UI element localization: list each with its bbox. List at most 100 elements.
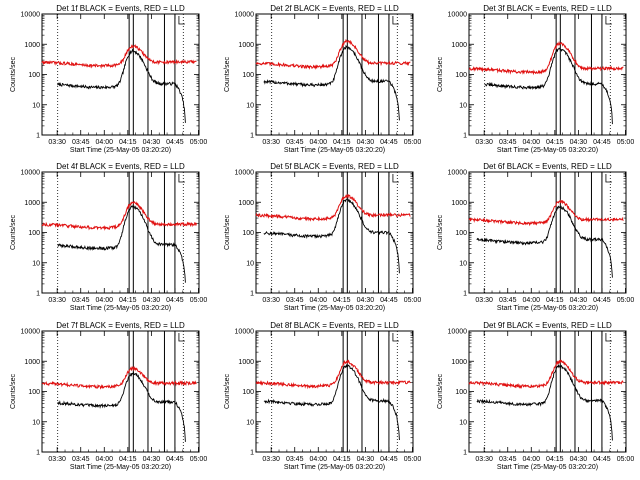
y-tick-label: 1 [463,133,467,140]
events-series-line [476,205,613,278]
y-axis-label: Counts/sec [437,214,444,250]
y-tick-label: 1000 [238,359,254,366]
lld-series-line [41,200,197,231]
x-axis-label: Start Time (25-May-05 03:20:20) [70,305,171,312]
flag-bracket [392,16,399,25]
y-axis-label: Counts/sec [437,56,444,92]
y-axis-label: Counts/sec [224,214,231,250]
events-series-line [263,198,400,274]
y-tick-label: 1000 [451,200,467,207]
x-tick-label: 04:45 [593,456,611,463]
y-tick-label: 1000 [238,200,254,207]
x-tick-label: 04:45 [380,297,398,304]
x-tick-label: 04:00 [96,456,114,463]
flag-bracket [605,16,612,25]
x-axis-label: Start Time (25-May-05 03:20:20) [284,147,385,154]
y-axis-label: Counts/sec [437,373,444,409]
y-tick-label: 100 [28,72,40,79]
y-tick-label: 10000 [235,170,255,177]
y-tick-label: 1 [463,450,467,457]
y-tick-label: 1000 [451,42,467,49]
x-tick-label: 04:45 [166,456,184,463]
x-tick-label: 03:45 [72,456,90,463]
lld-series-line [41,44,197,69]
lld-series-line [468,359,624,389]
y-tick-label: 10000 [21,329,41,336]
x-tick-label: 04:45 [593,139,611,146]
lld-series-line [255,38,411,70]
flag-bracket [605,333,612,342]
y-tick-label: 1 [36,133,40,140]
x-tick-label: 03:30 [475,139,493,146]
y-tick-label: 1 [250,291,254,298]
axes-frame [468,13,627,136]
panel-title: Det 3f BLACK = Events, RED = LLD [483,4,612,13]
y-tick-label: 100 [242,389,254,396]
x-tick-label: 05:00 [617,297,635,304]
panel-det-9: Det 9f BLACK = Events, RED = LLD 1 10 100 10… [437,321,634,471]
x-tick-label: 05:00 [404,297,422,304]
x-tick-label: 04:30 [570,297,588,304]
y-tick-label: 100 [28,230,40,237]
y-tick-label: 100 [455,389,467,396]
x-tick-label: 04:00 [310,297,328,304]
y-tick-label: 10 [459,419,467,426]
x-tick-label: 05:00 [190,139,208,146]
y-tick-label: 10000 [448,12,468,19]
events-series-line [484,47,613,125]
y-tick-label: 10 [246,102,254,109]
y-axis-label: Counts/sec [10,373,17,409]
x-tick-label: 03:45 [286,456,304,463]
y-tick-label: 100 [28,389,40,396]
x-tick-label: 03:45 [72,297,90,304]
x-axis-label: Start Time (25-May-05 03:20:20) [70,147,171,154]
y-tick-label: 100 [455,72,467,79]
x-tick-label: 04:30 [570,139,588,146]
panel-title: Det 9f BLACK = Events, RED = LLD [483,321,612,330]
x-tick-label: 03:30 [48,297,66,304]
x-tick-label: 03:45 [499,139,517,146]
x-axis-label: Start Time (25-May-05 03:20:20) [497,464,598,471]
x-tick-label: 04:45 [593,297,611,304]
x-tick-label: 03:30 [48,139,66,146]
x-tick-label: 04:30 [357,139,375,146]
axes-frame [468,330,627,453]
x-tick-label: 04:45 [166,139,184,146]
axes-frame [468,171,627,294]
x-axis-label: Start Time (25-May-05 03:20:20) [284,305,385,312]
x-tick-label: 04:15 [119,139,137,146]
y-tick-label: 100 [242,230,254,237]
x-tick-label: 04:15 [333,456,351,463]
x-tick-label: 04:30 [143,297,161,304]
x-tick-label: 05:00 [190,297,208,304]
y-tick-label: 10000 [21,170,41,177]
x-tick-label: 04:15 [546,456,564,463]
events-series-line [476,363,613,441]
y-tick-label: 10 [459,102,467,109]
lld-series-line [255,193,411,222]
y-tick-label: 10 [246,260,254,267]
x-tick-label: 03:45 [499,297,517,304]
y-axis-label: Counts/sec [10,56,17,92]
x-axis-label: Start Time (25-May-05 03:20:20) [497,147,598,154]
x-tick-label: 04:00 [523,456,541,463]
panel-det-5: Det 5f BLACK = Events, RED = LLD 1 10 100 10… [224,162,421,312]
panel-title: Det 7f BLACK = Events, RED = LLD [56,321,185,330]
y-tick-label: 10 [32,102,40,109]
x-tick-label: 05:00 [404,456,422,463]
x-tick-label: 03:45 [72,139,90,146]
y-tick-label: 100 [455,230,467,237]
lld-series-line [41,365,197,390]
x-tick-label: 04:30 [143,456,161,463]
lld-series-line [469,40,624,76]
panel-det-6: Det 6f BLACK = Events, RED = LLD 1 10 100 10… [437,162,634,312]
y-tick-label: 1000 [451,359,467,366]
x-tick-label: 04:00 [96,139,114,146]
y-tick-label: 10000 [21,12,41,19]
panel-title: Det 4f BLACK = Events, RED = LLD [56,162,185,171]
y-tick-label: 1 [250,133,254,140]
axes-frame [41,330,200,453]
x-tick-label: 04:30 [357,456,375,463]
y-tick-label: 1 [36,450,40,457]
